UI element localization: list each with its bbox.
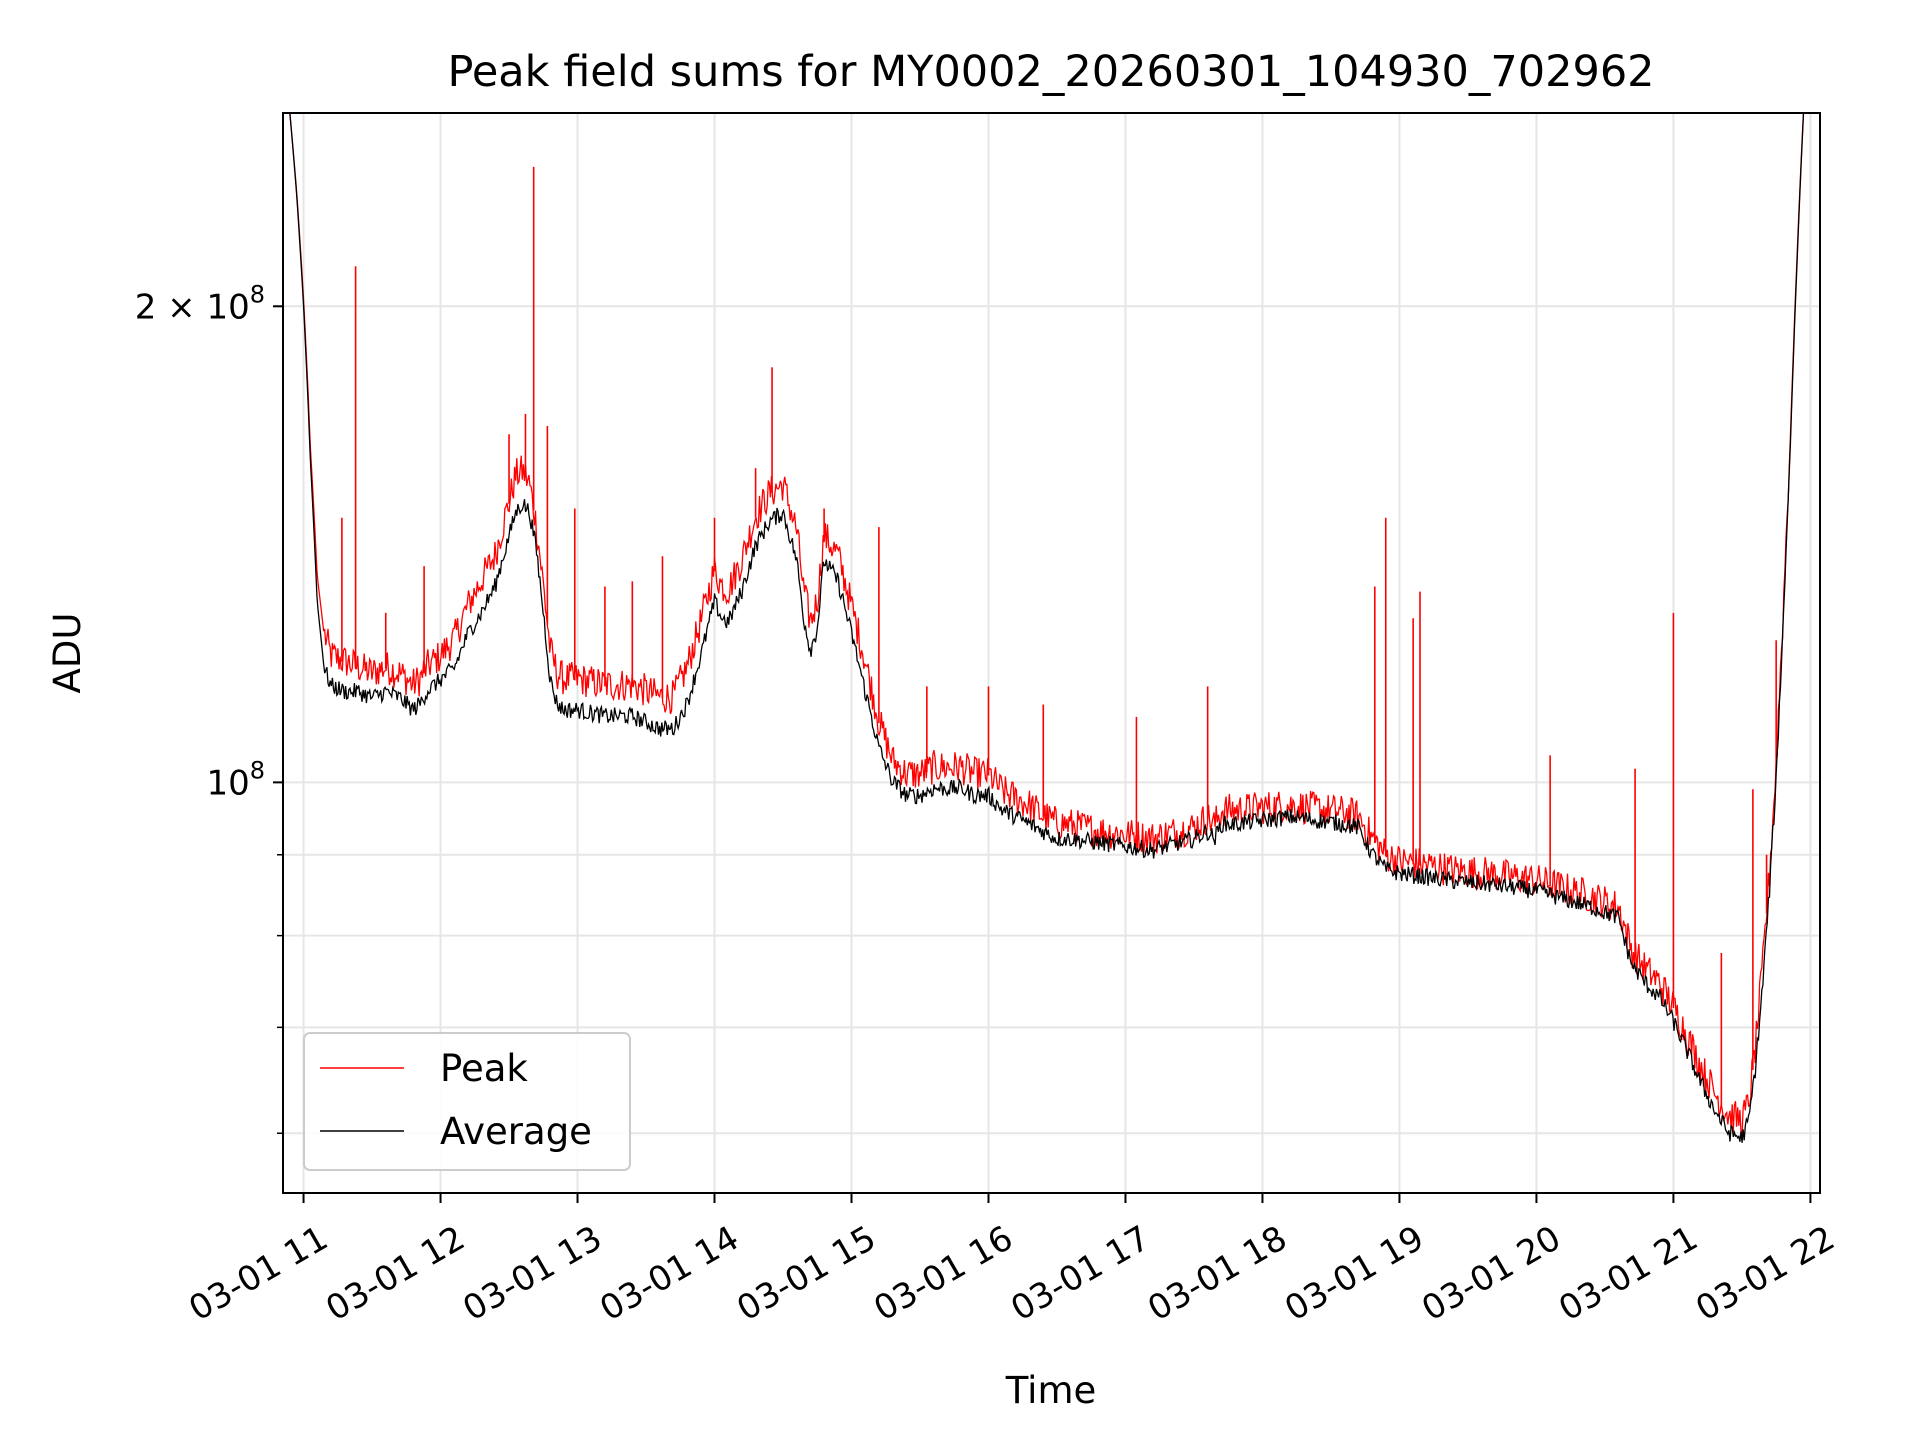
legend-label-average: Average (440, 1110, 592, 1153)
y-axis-label: ADU (46, 613, 89, 694)
chart-title: Peak field sums for MY0002_20260301_1049… (447, 47, 1654, 97)
plot-frame (282, 112, 1821, 1194)
plot-layer (289, 113, 1805, 1143)
grid-layer (283, 113, 1820, 1193)
legend: Peak Average (303, 1032, 631, 1171)
series-peak-line (289, 113, 1805, 1137)
legend-label-peak: Peak (440, 1047, 528, 1090)
y-tick-label-1: 2 × 108 (135, 280, 265, 327)
series-average-line (289, 113, 1805, 1143)
x-axis-label: Time (1005, 1369, 1097, 1412)
